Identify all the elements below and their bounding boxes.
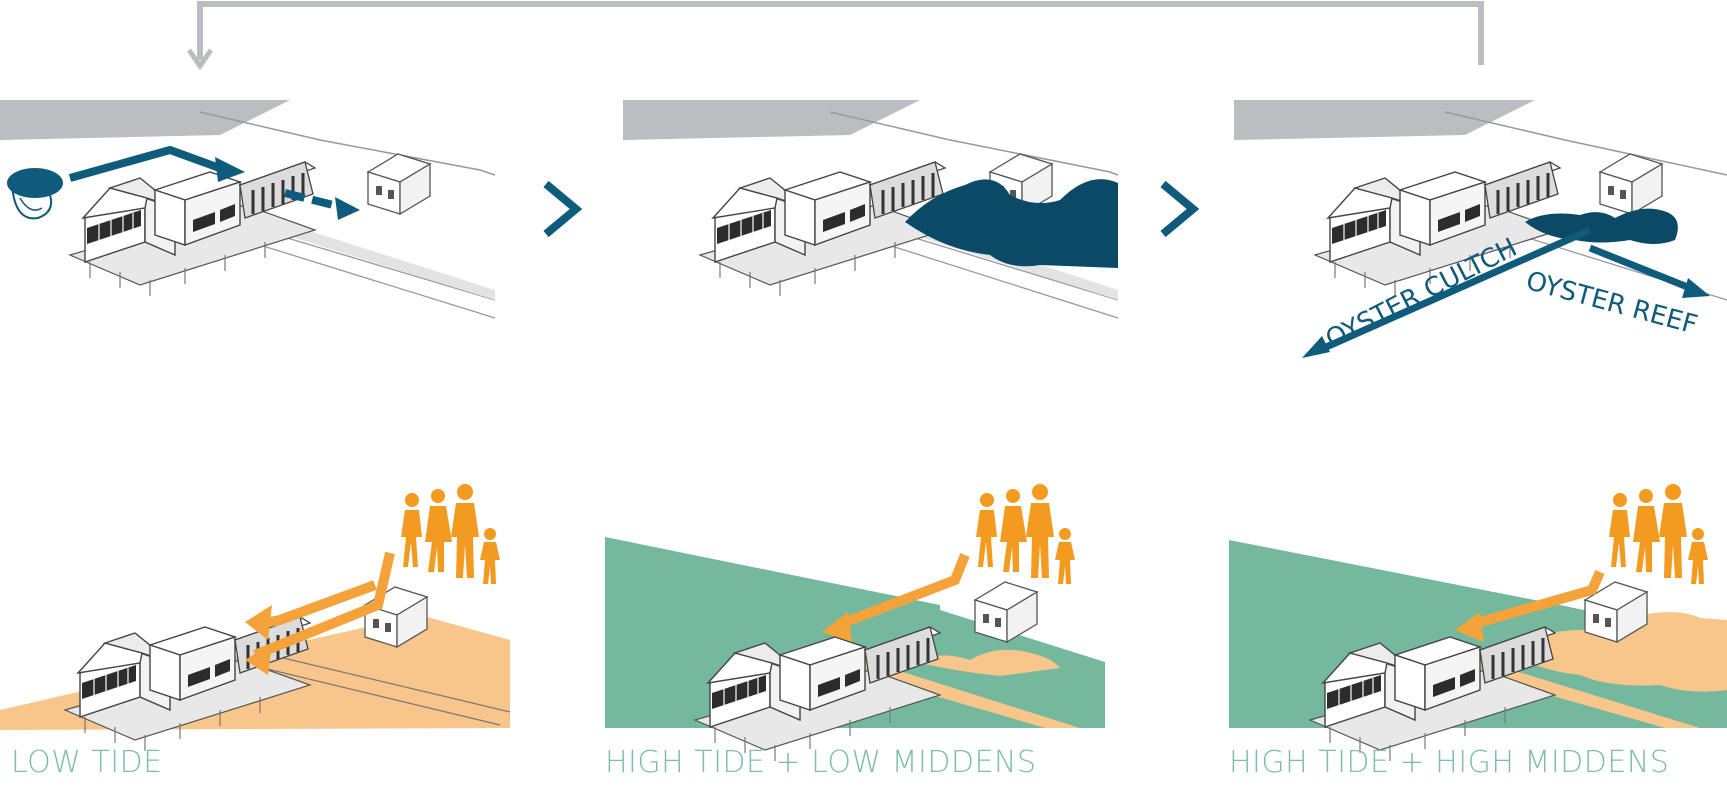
- oyster-reef-blob: [1525, 208, 1678, 244]
- family-icon: [401, 484, 500, 584]
- chevron-right-icon: [546, 184, 576, 234]
- panel-3-bottom: [1229, 484, 1727, 763]
- panel-2-bottom: [605, 484, 1105, 763]
- caption-high-tide-low-middens: HIGH TIDE + LOW MIDDENS: [605, 745, 1037, 780]
- panel-1-bottom: [0, 484, 511, 753]
- oyster-icon: [7, 168, 63, 220]
- visitor-flow-arrow: [822, 553, 970, 642]
- high-tide-water-blob: [905, 179, 1118, 268]
- panel-1-top: [0, 100, 496, 319]
- family-icon: [1609, 484, 1708, 584]
- oyster-reef-arrow: [1588, 244, 1710, 298]
- visitor-flow-arrow: [245, 551, 395, 675]
- oyster-cultch-arrow: [1302, 226, 1592, 358]
- family-icon: [976, 484, 1075, 584]
- visitor-flow-arrow: [1455, 569, 1605, 642]
- midden-mound-high: [1505, 612, 1727, 692]
- flow-arrow-oyster: [68, 145, 360, 220]
- midden-mound-low: [915, 649, 1060, 676]
- caption-high-tide-high-middens: HIGH TIDE + HIGH MIDDENS: [1229, 745, 1670, 780]
- chevron-right-icon: [1163, 184, 1193, 234]
- panel-2-top: [623, 100, 1119, 319]
- caption-low-tide: LOW TIDE: [11, 745, 163, 780]
- feedback-loop-arrow: [186, 1, 1484, 71]
- panel-3-top: [1234, 100, 1727, 358]
